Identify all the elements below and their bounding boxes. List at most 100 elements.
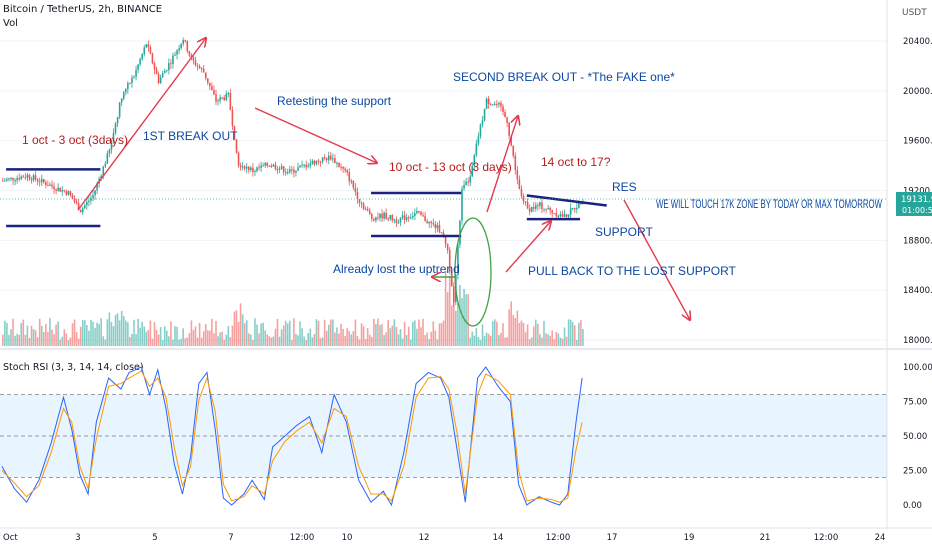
candle-body: [252, 167, 254, 172]
volume-bar: [67, 339, 70, 346]
stoch-series-k: [1, 366, 583, 507]
candle-body: [286, 171, 289, 173]
volume-bar: [334, 332, 336, 346]
volume-bar: [473, 335, 476, 346]
volume-bar: [248, 333, 250, 346]
candle-body: [409, 217, 412, 219]
annotation-a1[interactable]: 1 oct - 3 oct (3days): [22, 133, 128, 147]
annotation-a3[interactable]: Retesting the support: [277, 94, 392, 108]
candle-body: [387, 218, 389, 220]
volume-bar: [580, 319, 582, 346]
candle-body: [182, 40, 184, 44]
volume-bar: [237, 322, 240, 346]
volume-bar: [338, 333, 340, 346]
time-tick-label: 12:00: [546, 533, 571, 543]
candle-body: [176, 50, 178, 55]
candle-body: [143, 47, 146, 54]
candle-body: [453, 286, 455, 303]
candle-body: [278, 168, 281, 170]
volume-bar: [51, 329, 53, 346]
volume-bar: [362, 326, 365, 346]
annotation-arrows[interactable]: [77, 38, 690, 327]
volume-bar: [254, 318, 256, 346]
annotation-a2[interactable]: 1ST BREAK OUT: [143, 129, 238, 143]
volume-bar: [514, 318, 517, 346]
candle-body: [373, 218, 375, 221]
price-tick-label: 18800.00: [903, 236, 932, 246]
volume-bar: [485, 332, 488, 346]
volume-bar: [192, 329, 195, 346]
annotation-texts[interactable]: 1 oct - 3 oct (3days) 1ST BREAK OUT Retest…: [22, 70, 882, 278]
volume-bar: [576, 339, 578, 346]
level-lines[interactable]: [0, 168, 887, 238]
time-axis[interactable]: Oct 3 5 7 12:00 10 12 14 12:00 17 19 21 12:00 24: [3, 533, 885, 543]
candle-body: [481, 120, 484, 125]
candle-body: [541, 202, 543, 209]
annotation-a8[interactable]: SUPPORT: [595, 225, 653, 239]
volume-bar: [309, 328, 312, 346]
volume-bar: [219, 332, 221, 346]
candle-body: [465, 181, 467, 185]
candle-body: [274, 164, 277, 170]
volume-bar: [436, 339, 439, 346]
candle-body: [32, 175, 35, 181]
volume-bar: [116, 313, 119, 346]
candle-body: [38, 181, 41, 183]
candle-body: [12, 177, 14, 181]
candle-body: [43, 178, 45, 183]
time-tick-label: 19: [684, 533, 695, 543]
volume-bar: [278, 336, 281, 346]
candle-body: [555, 213, 558, 217]
price-axis[interactable]: 18000.00 18400.00 18800.00 19200.00 19600.00…: [896, 37, 932, 346]
candle-body: [573, 207, 576, 210]
volume-bar: [178, 339, 180, 346]
candle-body: [559, 214, 562, 216]
annotation-a6[interactable]: 14 oct to 17?: [541, 155, 611, 169]
annotation-a4[interactable]: 10 oct - 13 oct (3 days): [389, 160, 512, 174]
candle-body: [194, 60, 197, 66]
candle-body: [28, 174, 31, 179]
candle-body: [104, 163, 107, 167]
volume-bar: [305, 339, 307, 346]
candle-body: [166, 70, 168, 72]
candle-body: [127, 83, 129, 90]
candle-body: [436, 225, 439, 229]
volume-bar: [414, 320, 416, 346]
volume-bar: [86, 325, 88, 346]
volume-bar: [239, 303, 242, 346]
volume-bar: [120, 310, 123, 346]
volume-bar: [350, 334, 353, 346]
volume-bar: [491, 321, 494, 346]
candle-body: [377, 217, 379, 219]
candle-body: [114, 123, 117, 133]
volume-bar: [145, 331, 148, 346]
annotation-a5[interactable]: SECOND BREAK OUT - *The FAKE one*: [453, 70, 675, 84]
vol-label[interactable]: Vol: [3, 18, 18, 29]
annotation-a10[interactable]: Already lost the uptrend: [333, 262, 460, 276]
annotation-a11[interactable]: PULL BACK TO THE LOST SUPPORT: [528, 264, 737, 278]
volume-bar: [489, 335, 492, 346]
stoch-series-d: [1, 370, 583, 503]
candle-body: [202, 68, 205, 73]
stoch-rsi-pane[interactable]: 0.00 25.00 50.00 75.00 100.00 Stoch RSI (3, 3…: [0, 362, 932, 511]
volume-bar: [391, 325, 394, 346]
candle-body: [358, 199, 361, 203]
volume-bar: [176, 326, 178, 346]
candle-body: [245, 166, 248, 169]
volume-bar: [40, 325, 43, 346]
candle-body: [22, 176, 25, 178]
candle-body: [92, 195, 94, 198]
annotation-a7[interactable]: RES: [612, 180, 637, 194]
candle-body: [262, 165, 264, 167]
candle-body: [389, 215, 392, 219]
candle-body: [61, 190, 64, 192]
candle-body: [151, 53, 154, 64]
volume-bar: [157, 334, 160, 346]
candle-body: [379, 213, 381, 219]
candle-body: [401, 215, 404, 218]
symbol-title[interactable]: Bitcoin / TetherUS, 2h, BINANCE: [3, 4, 163, 15]
volume-bar: [455, 310, 457, 346]
candle-body: [403, 215, 406, 220]
annotation-a9[interactable]: WE WILL TOUCH 17K ZONE BY TODAY OR MAX T…: [656, 197, 882, 211]
